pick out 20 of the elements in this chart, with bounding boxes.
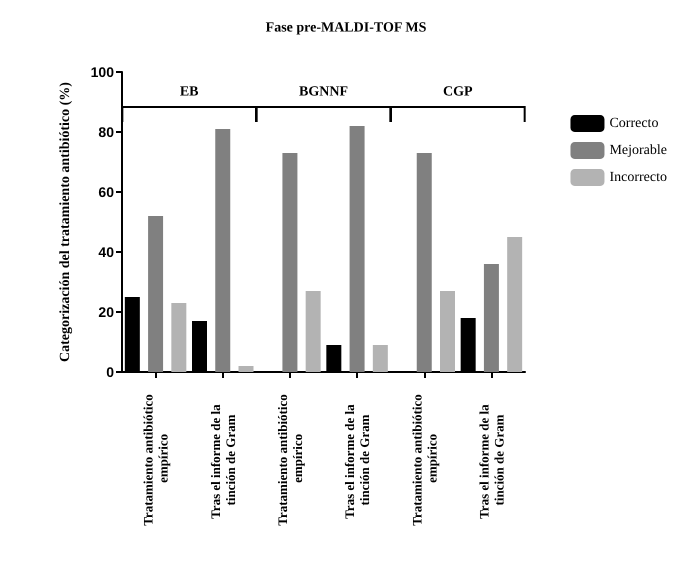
legend-label: Incorrecto bbox=[609, 170, 667, 185]
annotation: EB bbox=[180, 84, 199, 100]
x-tick-label: Tratamiento antibiótico empírico bbox=[409, 394, 440, 526]
annotation: BGNNF bbox=[299, 84, 348, 100]
chart-title: Fase pre-MALDI-TOF MS bbox=[266, 20, 427, 36]
y-tick-label: 60 bbox=[98, 184, 114, 200]
y-tick-label: 100 bbox=[90, 64, 114, 80]
y-axis-title: Categorización del tratamiento antibiótico (%) bbox=[58, 82, 73, 362]
y-tick-label: 80 bbox=[98, 124, 114, 140]
y-tick-label: 20 bbox=[98, 304, 114, 320]
legend-label: Correcto bbox=[609, 116, 658, 131]
annotation: CGP bbox=[443, 84, 474, 100]
x-tick-label: Tras el informe de la tinción de Gram bbox=[342, 401, 372, 519]
y-tick-label: 0 bbox=[106, 364, 114, 380]
x-tick-label: Tratamiento antibiótico empírico bbox=[274, 394, 305, 526]
x-tick-label: Tras el informe de la tinción de Gram bbox=[208, 401, 238, 519]
y-tick-label: 40 bbox=[98, 244, 114, 260]
x-tick-label: Tratamiento antibiótico empírico bbox=[140, 394, 171, 526]
legend-label: Mejorable bbox=[609, 143, 667, 158]
x-tick-label: Tras el informe de la tinción de Gram bbox=[476, 401, 506, 519]
